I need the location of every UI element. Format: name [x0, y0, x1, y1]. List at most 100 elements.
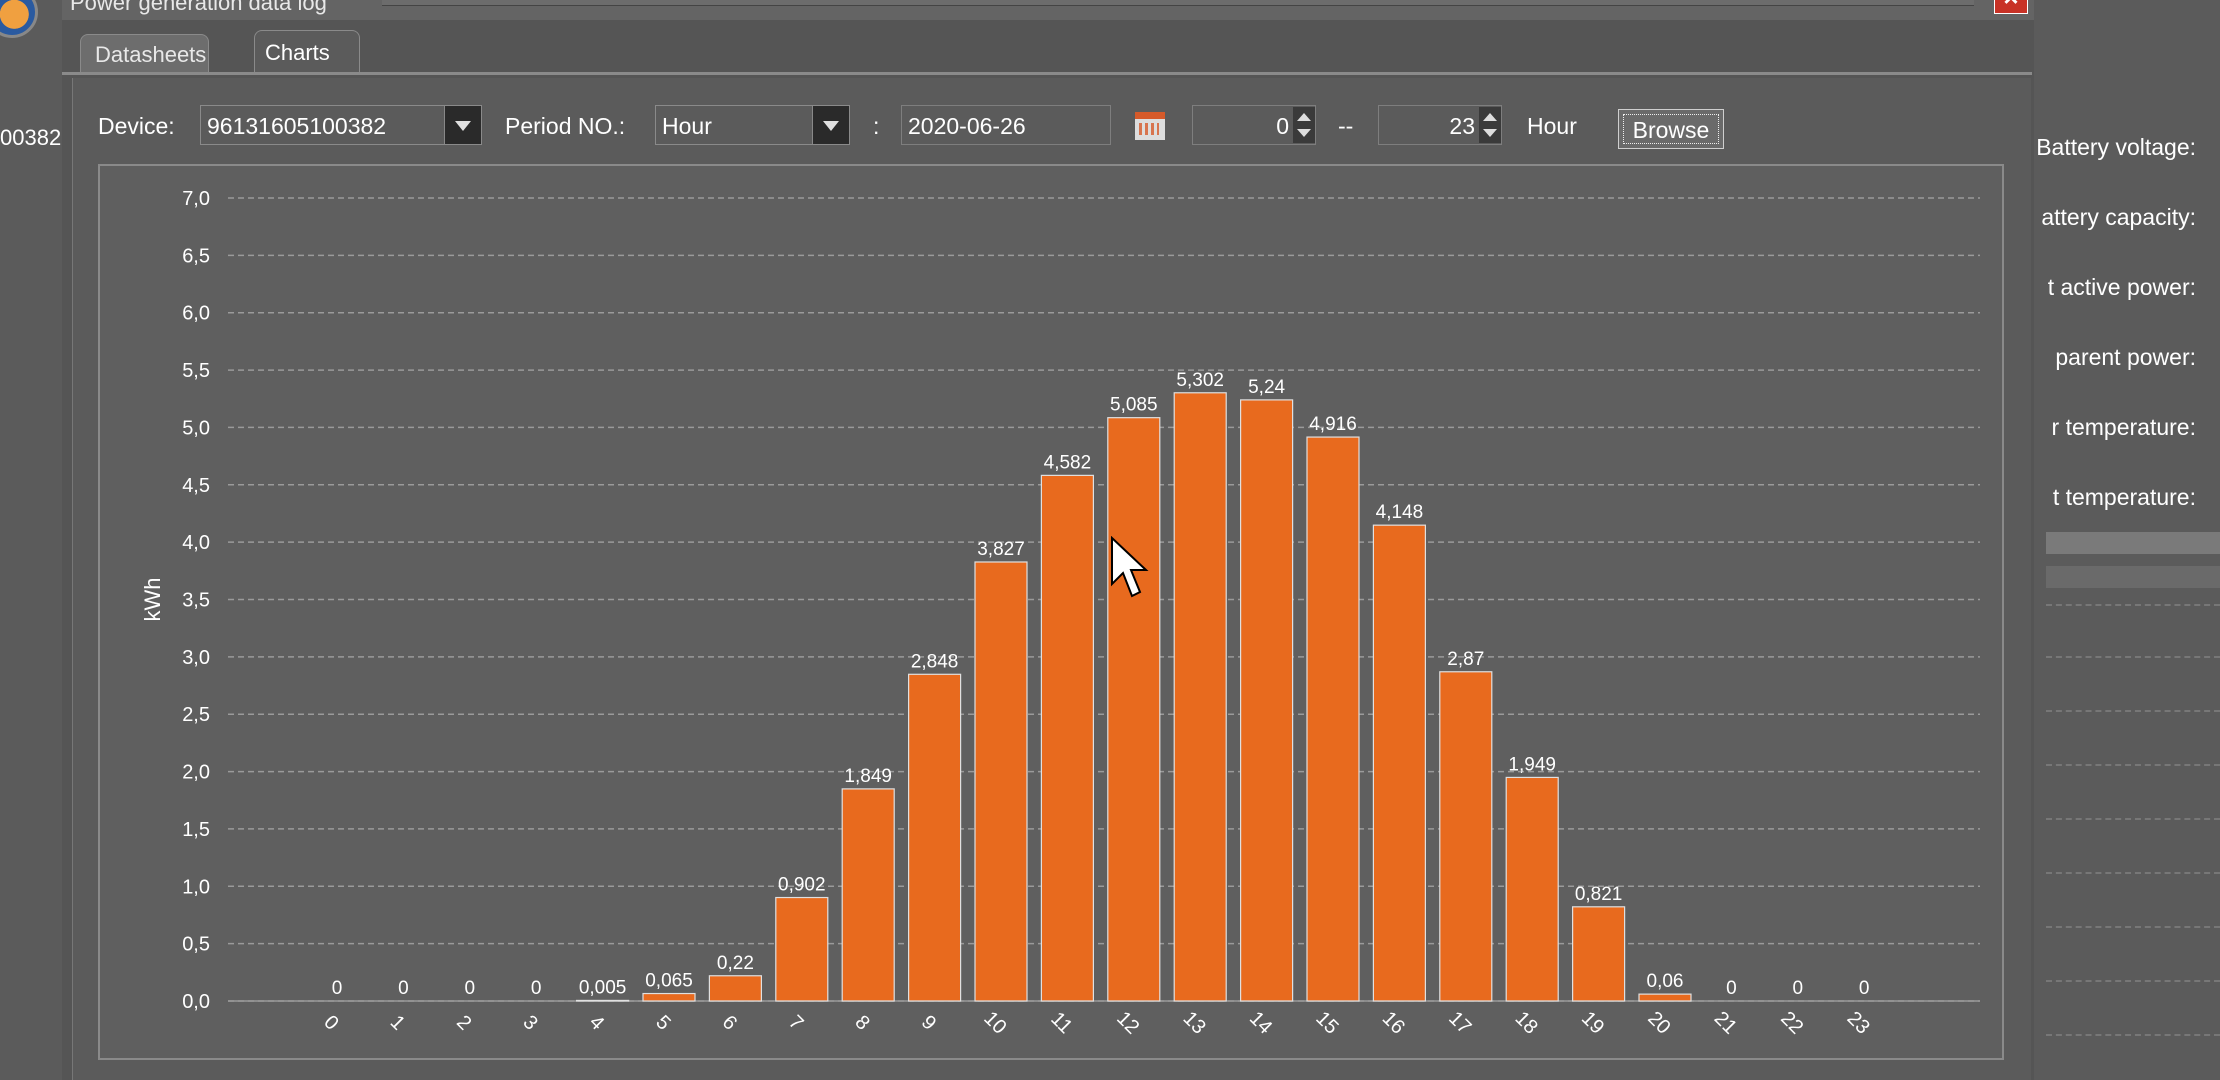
- period-select[interactable]: Hour: [655, 105, 850, 145]
- bar: [576, 999, 630, 1002]
- y-tick-label: 1,5: [182, 819, 210, 841]
- y-axis-label: kWh: [140, 578, 165, 622]
- x-tick-label: 12: [1112, 1007, 1143, 1038]
- bar-value-label: 0: [531, 978, 542, 999]
- y-tick-label: 0,0: [182, 991, 210, 1013]
- x-tick-label: 4: [585, 1011, 608, 1034]
- background-text-fragment: 00382: [0, 125, 62, 150]
- background-divider: [2046, 604, 2220, 606]
- x-tick-label: 15: [1311, 1007, 1342, 1038]
- bar-value-label: 0,22: [717, 953, 754, 974]
- x-tick-label: 2: [452, 1011, 475, 1034]
- bar-value-label: 4,916: [1309, 414, 1357, 435]
- background-divider: [2046, 764, 2220, 766]
- bar: [974, 561, 1028, 1002]
- y-tick-label: 2,0: [182, 762, 210, 784]
- background-scrollbar: [2046, 532, 2220, 554]
- x-tick-label: 23: [1843, 1007, 1874, 1038]
- background-divider: [2046, 710, 2220, 712]
- y-tick-label: 1,0: [182, 876, 210, 898]
- bar-value-label: 5,24: [1248, 377, 1285, 398]
- bar-value-label: 0: [398, 978, 409, 999]
- background-divider: [2046, 980, 2220, 982]
- bar-chart: 0,0 0,5 1,0 1,5 2,0 2,5 3,0 3,5 4,0 4,5 5,0 5,5 6,0 6…: [140, 188, 1980, 1039]
- bar: [841, 788, 895, 1002]
- y-tick-label: 0,5: [182, 934, 210, 956]
- bar-value-label: 0: [1859, 978, 1870, 999]
- apparent-power-label: parent power:: [2055, 344, 2196, 370]
- y-tick-label: 4,0: [182, 532, 210, 554]
- temperature-label-1: r temperature:: [2051, 414, 2196, 440]
- bar: [1571, 906, 1626, 1002]
- background-divider: [2046, 1034, 2220, 1036]
- colon-separator: :: [873, 113, 880, 139]
- x-tick-label: 14: [1245, 1007, 1276, 1038]
- end-hour-value: 23: [1449, 113, 1475, 139]
- x-tick-label: 20: [1643, 1007, 1674, 1038]
- bar: [775, 896, 829, 1002]
- x-tick-label: 17: [1444, 1007, 1475, 1038]
- browse-button-label: Browse: [1623, 114, 1719, 144]
- bar-value-label: 1,949: [1508, 754, 1556, 775]
- bar: [1306, 436, 1360, 1002]
- y-tick-label: 6,5: [182, 245, 210, 267]
- bar-value-label: 0: [1726, 978, 1737, 999]
- bar-value-label: 0: [465, 978, 476, 999]
- x-tick-label: 22: [1776, 1007, 1807, 1038]
- tab-divider: [62, 72, 2032, 75]
- background-divider: [2046, 656, 2220, 658]
- period-label: Period NO.:: [505, 113, 626, 139]
- browse-button[interactable]: Browse: [1618, 109, 1724, 149]
- bar-value-label: 0,821: [1575, 884, 1623, 905]
- start-hour-spinner[interactable]: 0: [1192, 105, 1316, 145]
- x-tick-label: 8: [850, 1011, 873, 1034]
- x-tick-label: 16: [1378, 1007, 1409, 1038]
- title-bar-rule: [382, 0, 1974, 6]
- x-tick-label: 3: [518, 1011, 541, 1034]
- spinner-arrows-icon[interactable]: [1293, 107, 1315, 143]
- mouse-cursor-icon: [1111, 536, 1149, 598]
- end-hour-spinner[interactable]: 23: [1378, 105, 1502, 145]
- device-select-value: 96131605100382: [207, 113, 387, 139]
- bar: [1239, 399, 1294, 1002]
- tab-datasheets[interactable]: Datasheets: [80, 34, 209, 72]
- background-header-bar: [2046, 566, 2220, 588]
- bar-value-label: 1,849: [844, 766, 892, 787]
- bar: [1505, 776, 1559, 1002]
- background-divider: [2046, 818, 2220, 820]
- window-title: Power generation data log: [70, 0, 327, 15]
- x-tick-label: 6: [718, 1011, 741, 1034]
- y-tick-label: 7,0: [182, 188, 210, 210]
- y-tick-label: 5,0: [182, 417, 210, 439]
- device-label: Device:: [98, 113, 175, 139]
- device-select[interactable]: 96131605100382: [200, 105, 482, 145]
- temperature-label-2: t temperature:: [2052, 484, 2196, 510]
- background-right-panel: Battery voltage: attery capacity: t acti…: [2034, 0, 2220, 1080]
- battery-capacity-label: attery capacity:: [2041, 204, 2196, 230]
- x-tick-label: 10: [979, 1007, 1010, 1038]
- bar-value-label: 0,902: [778, 875, 826, 896]
- bar: [1372, 524, 1427, 1002]
- title-bar[interactable]: Power generation data log ×: [62, 0, 2034, 20]
- bar-value-label: 4,148: [1376, 502, 1424, 523]
- x-tick-label: 5: [651, 1011, 674, 1034]
- background-left-panel: 00382: [0, 0, 62, 1080]
- bar-value-label: 4,582: [1044, 452, 1092, 473]
- start-hour-value: 0: [1276, 113, 1289, 139]
- calendar-icon[interactable]: [1135, 112, 1165, 140]
- y-tick-label: 2,5: [182, 704, 210, 726]
- bar: [1638, 993, 1692, 1002]
- bar-value-label: 2,848: [911, 651, 959, 672]
- chart-frame: 0,0 0,5 1,0 1,5 2,0 2,5 3,0 3,5 4,0 4,5 5,0 5,5 6,0 6…: [98, 164, 2004, 1060]
- spinner-arrows-icon[interactable]: [1479, 107, 1501, 143]
- chevron-down-icon[interactable]: [812, 106, 849, 144]
- close-icon[interactable]: ×: [1994, 0, 2028, 14]
- bar: [907, 673, 962, 1002]
- date-input[interactable]: 2020-06-26: [901, 105, 1111, 145]
- hour-unit-label: Hour: [1527, 113, 1577, 139]
- bar-value-label: 3,827: [977, 539, 1025, 560]
- app-logo-icon: [0, 0, 38, 38]
- chevron-down-icon[interactable]: [444, 106, 481, 144]
- y-tick-label: 5,5: [182, 360, 210, 382]
- tab-charts[interactable]: Charts: [254, 30, 360, 74]
